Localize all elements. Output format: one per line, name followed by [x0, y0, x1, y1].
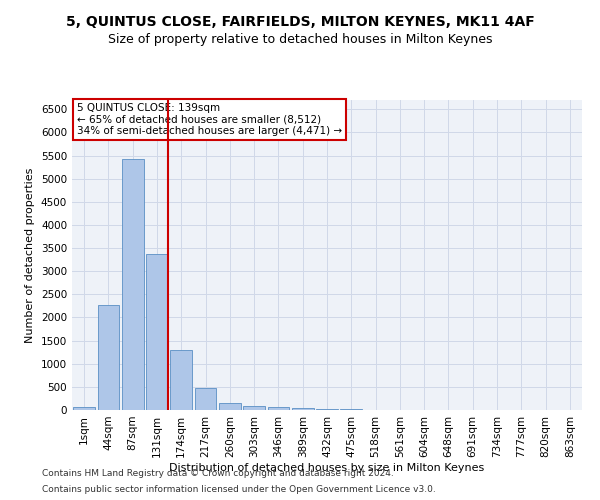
Bar: [316, 408, 338, 410]
Bar: [146, 254, 168, 410]
X-axis label: Distribution of detached houses by size in Milton Keynes: Distribution of detached houses by size …: [169, 462, 485, 472]
Bar: [268, 407, 289, 410]
Bar: [73, 407, 95, 410]
Bar: [292, 408, 314, 410]
Text: Size of property relative to detached houses in Milton Keynes: Size of property relative to detached ho…: [108, 32, 492, 46]
Bar: [243, 406, 265, 410]
Text: Contains public sector information licensed under the Open Government Licence v3: Contains public sector information licen…: [42, 485, 436, 494]
Text: 5 QUINTUS CLOSE: 139sqm
← 65% of detached houses are smaller (8,512)
34% of semi: 5 QUINTUS CLOSE: 139sqm ← 65% of detache…: [77, 103, 342, 136]
Text: 5, QUINTUS CLOSE, FAIRFIELDS, MILTON KEYNES, MK11 4AF: 5, QUINTUS CLOSE, FAIRFIELDS, MILTON KEY…: [65, 15, 535, 29]
Bar: [122, 159, 143, 410]
Bar: [194, 388, 217, 410]
Bar: [170, 350, 192, 410]
Y-axis label: Number of detached properties: Number of detached properties: [25, 168, 35, 342]
Bar: [97, 304, 119, 410]
Text: Contains HM Land Registry data © Crown copyright and database right 2024.: Contains HM Land Registry data © Crown c…: [42, 468, 394, 477]
Bar: [219, 402, 241, 410]
